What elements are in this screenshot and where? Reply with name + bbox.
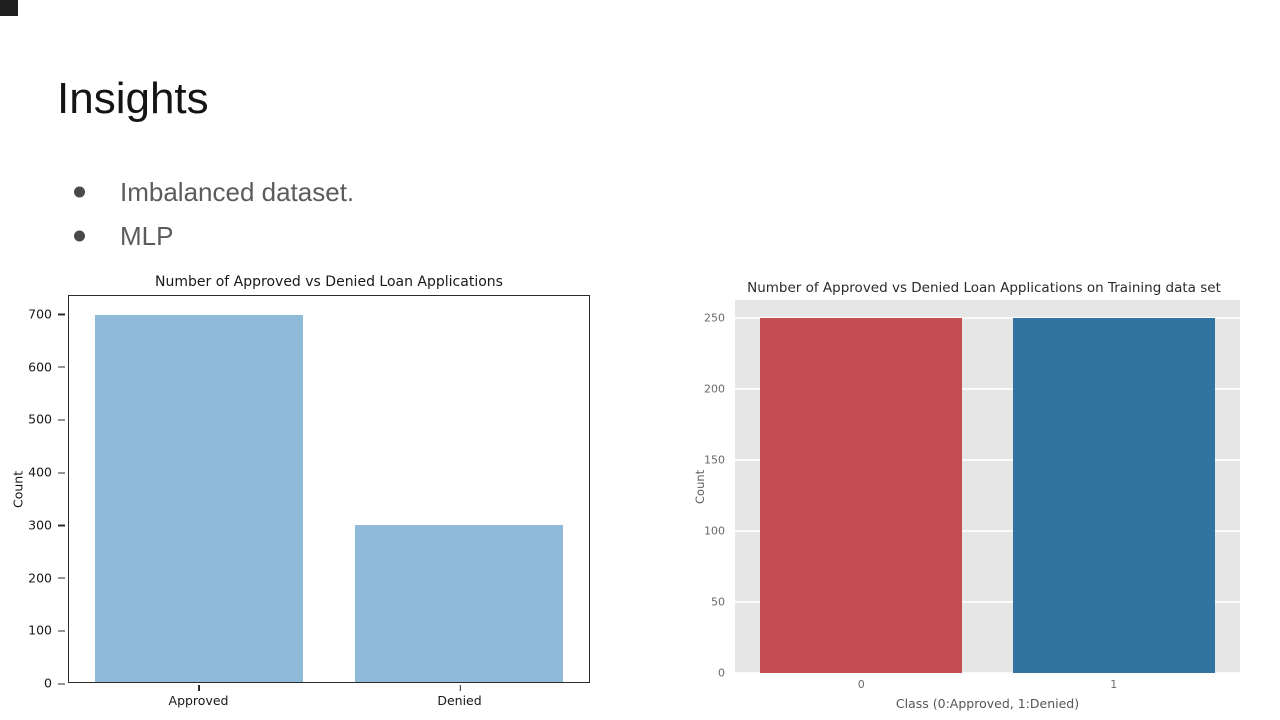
chart-title: Number of Approved vs Denied Loan Applic…	[155, 274, 503, 290]
bullet-text: Imbalanced dataset.	[120, 177, 355, 207]
y-tick-label: 250	[704, 311, 725, 325]
bullet-item: Imbalanced dataset.	[72, 170, 354, 214]
x-axis-title: Class (0:Approved, 1:Denied)	[895, 696, 1080, 711]
bullet-dot-icon	[74, 186, 85, 198]
gridline	[735, 601, 1240, 604]
x-tick-label: Denied	[437, 685, 482, 708]
gridline	[735, 317, 1240, 320]
gridline	[735, 530, 1240, 533]
bullet-dot-icon	[74, 230, 85, 242]
bullet-item: MLP	[72, 214, 354, 258]
gridline	[735, 388, 1240, 391]
y-tick-label: 200	[704, 382, 725, 396]
y-tick-label: 300	[28, 517, 65, 533]
y-tick-label: 200	[28, 570, 65, 586]
x-tick-label: 0	[857, 678, 865, 691]
y-tick-label: 0	[44, 675, 65, 691]
bar-0	[760, 318, 963, 673]
chart-title: Number of Approved vs Denied Loan Applic…	[747, 280, 1221, 296]
bar-Approved	[95, 314, 303, 682]
window-corner-artifact	[0, 0, 18, 16]
y-tick-label: 0	[718, 666, 725, 680]
y-tick-label: 100	[704, 524, 725, 538]
bar-1	[1012, 318, 1215, 673]
training-set-balance-chart: Number of Approved vs Denied Loan Applic…	[690, 275, 1275, 720]
y-tick-label: 700	[28, 306, 65, 322]
y-tick-label: 150	[704, 453, 725, 467]
slide-title: Insights	[57, 74, 209, 123]
y-tick-label: 500	[28, 411, 65, 427]
y-tick-label: 50	[711, 595, 725, 609]
bar-Denied	[355, 524, 563, 682]
bullet-text: MLP	[120, 221, 174, 251]
x-tick-label: Approved	[168, 685, 229, 708]
bullet-list: Imbalanced dataset. MLP	[72, 170, 354, 258]
y-axis: 0 100 200 300 400 500 600 700	[8, 295, 66, 691]
plot-area	[68, 295, 590, 683]
x-tick-label: 1	[1110, 678, 1118, 691]
y-axis: 0 50 100 150 200 250	[690, 300, 733, 680]
gridline	[735, 459, 1240, 462]
gridline	[735, 672, 1240, 674]
x-axis: Approved Denied	[68, 684, 590, 714]
y-tick-label: 100	[28, 622, 65, 638]
y-tick-label: 400	[28, 464, 65, 480]
y-tick-label: 600	[28, 359, 65, 375]
plot-area	[735, 300, 1240, 674]
approved-vs-denied-chart: Number of Approved vs Denied Loan Applic…	[8, 270, 598, 718]
